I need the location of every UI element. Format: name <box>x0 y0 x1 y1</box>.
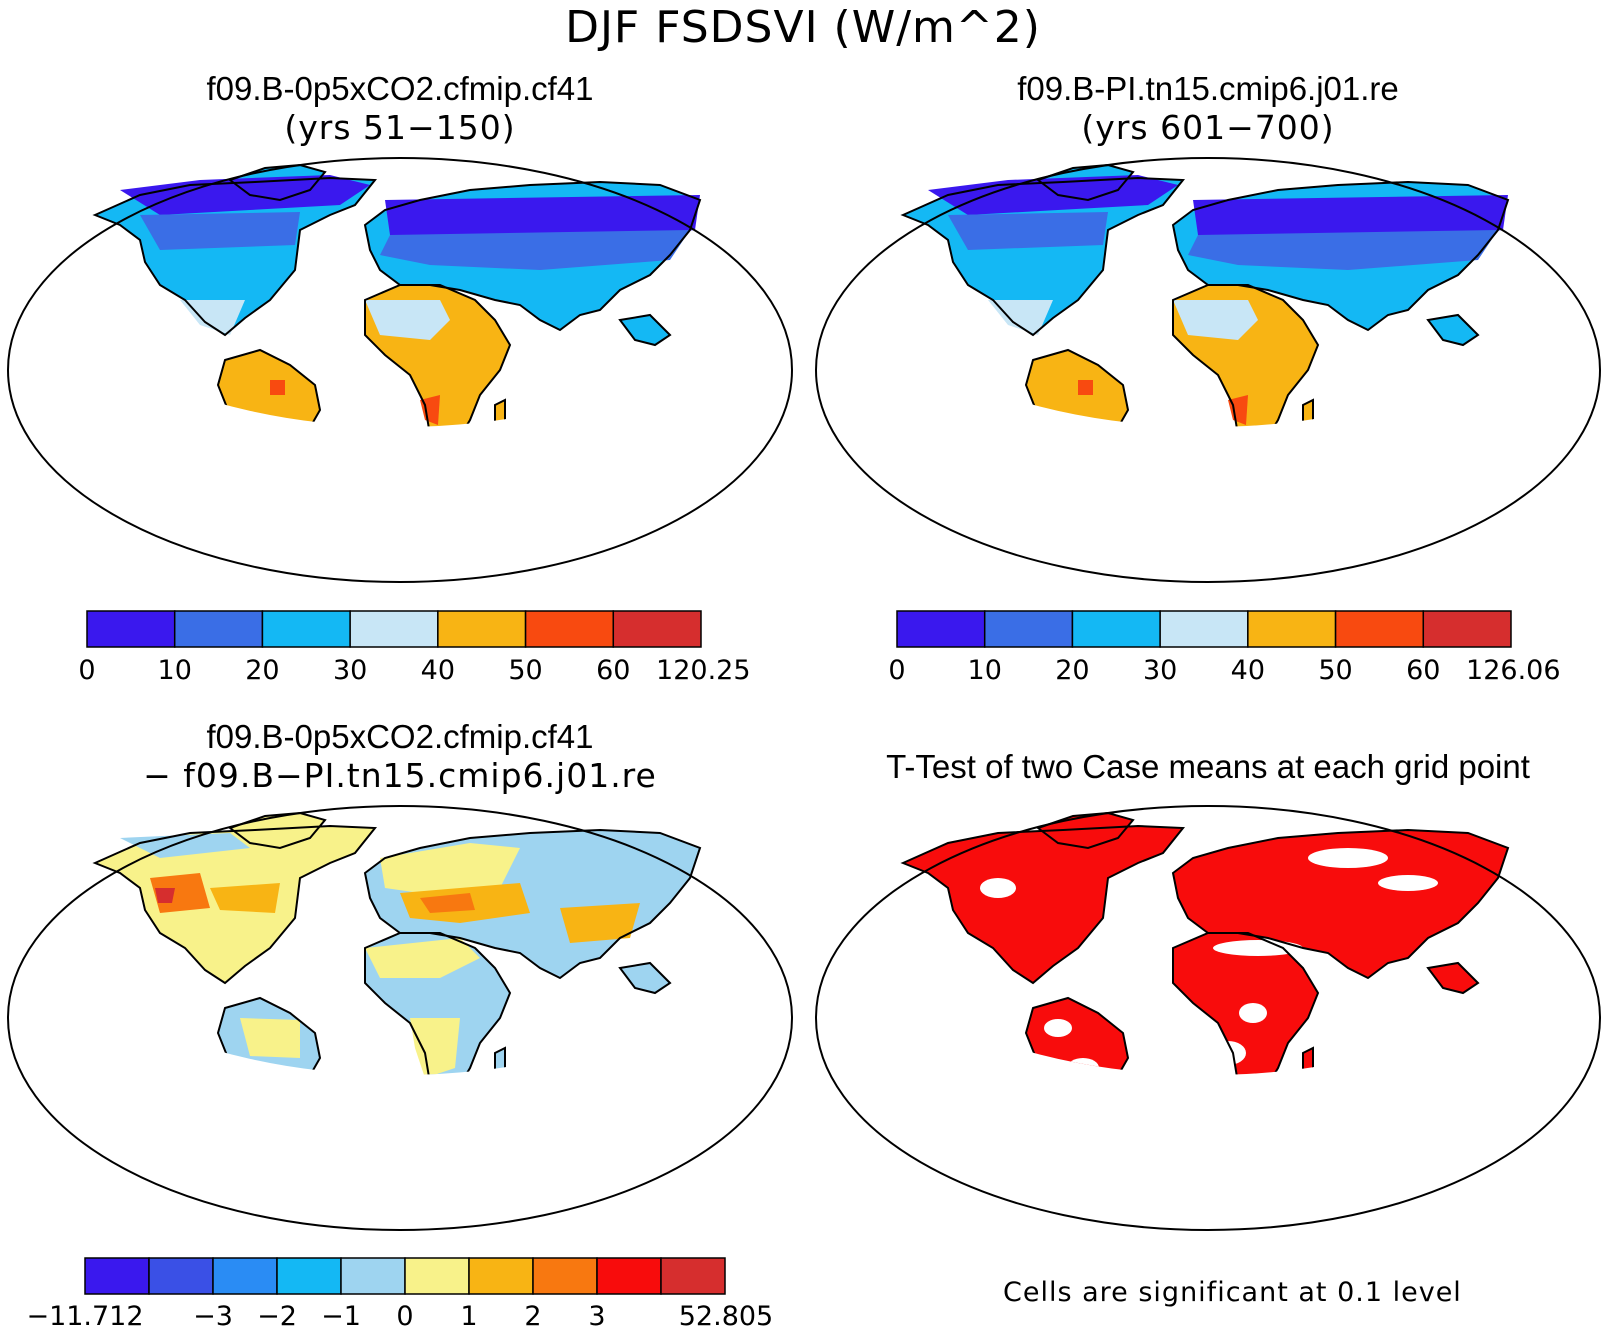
panel-1-subtitle: (yrs 51−150) <box>284 108 516 147</box>
panel-1-title-block: f09.B-0p5xCO2.cfmip.cf41 (yrs 51−150) <box>0 70 800 147</box>
panel-4-title: T-Test of two Case means at each grid po… <box>886 748 1530 785</box>
panel-4-map <box>815 805 1601 1231</box>
colorbar-tick-label: 10 <box>157 655 192 686</box>
colorbar-tick-label: −1 <box>321 1301 361 1332</box>
colorbar-swatch <box>596 1257 662 1295</box>
colorbar-swatch <box>532 1257 598 1295</box>
colorbar-swatch <box>1247 610 1337 648</box>
panel-3-title-block: f09.B-0p5xCO2.cfmip.cf41 − f09.B−PI.tn15… <box>0 718 800 795</box>
panel-3-map <box>7 805 793 1231</box>
panel-2-title-block: f09.B-PI.tn15.cmip6.j01.re (yrs 601−700) <box>808 70 1606 147</box>
colorbar-tick-label: 50 <box>508 655 543 686</box>
colorbar-tick-label: 120.25 <box>656 655 751 686</box>
colorbar-swatch <box>148 1257 214 1295</box>
colorbar-swatch <box>612 610 702 648</box>
colorbar-swatch <box>404 1257 470 1295</box>
panel-1-title: f09.B-0p5xCO2.cfmip.cf41 <box>206 70 594 107</box>
colorbar-swatch <box>349 610 439 648</box>
colorbar-tick-label: 126.06 <box>1466 655 1561 686</box>
colorbar-tick-label: 30 <box>1142 655 1178 686</box>
colorbar-tick-label: 60 <box>596 655 631 686</box>
colorbar-swatch <box>173 610 264 648</box>
colorbar-swatch <box>84 1257 150 1295</box>
colorbar-swatch <box>276 1257 342 1295</box>
colorbar-tick-label: −3 <box>193 1301 233 1332</box>
colorbar-swatch <box>86 610 176 648</box>
panel-3-title: f09.B-0p5xCO2.cfmip.cf41 <box>206 718 594 755</box>
colorbar-tick-label: 3 <box>588 1301 606 1332</box>
panel-4-title-block: T-Test of two Case means at each grid po… <box>808 748 1606 786</box>
colorbar-tick-label: 10 <box>967 655 1002 686</box>
colorbar-swatch <box>1159 610 1249 648</box>
panel-3-subtitle: − f09.B−PI.tn15.cmip6.j01.re <box>143 756 657 795</box>
colorbar-swatch <box>896 610 986 648</box>
colorbar-swatch <box>1334 610 1425 648</box>
colorbar-swatch <box>983 610 1074 648</box>
panel-2-map <box>815 157 1601 583</box>
colorbar-tick-label: 1 <box>460 1301 478 1332</box>
colorbar-tick-label: −2 <box>257 1301 297 1332</box>
colorbar-tick-label: 50 <box>1318 655 1353 686</box>
colorbar-swatch <box>437 610 527 648</box>
colorbar-panel-1 <box>86 610 702 648</box>
colorbar-swatch <box>468 1257 534 1295</box>
colorbar-swatch <box>660 1257 726 1295</box>
colorbar-tick-label: −11.712 <box>26 1301 144 1332</box>
colorbar-swatch <box>212 1257 278 1295</box>
significance-note: Cells are significant at 0.1 level <box>1003 1277 1462 1308</box>
colorbar-panel-3 <box>84 1257 726 1295</box>
colorbar-tick-label: 20 <box>245 655 280 686</box>
colorbar-tick-label: 40 <box>420 655 456 686</box>
colorbar-tick-label: 52.805 <box>678 1301 774 1332</box>
panel-2-title: f09.B-PI.tn15.cmip6.j01.re <box>1017 70 1399 107</box>
colorbar-tick-label: 2 <box>524 1301 542 1332</box>
panel-1-map <box>7 157 793 583</box>
colorbar-tick-label: 0 <box>888 655 906 686</box>
colorbar-swatch <box>1071 610 1161 648</box>
colorbar-tick-label: 0 <box>396 1301 414 1332</box>
main-title: DJF FSDSVI (W/m^2) <box>565 2 1041 53</box>
colorbar-swatch <box>261 610 351 648</box>
colorbar-swatch <box>340 1257 406 1295</box>
colorbar-tick-label: 30 <box>332 655 368 686</box>
colorbar-tick-label: 20 <box>1055 655 1090 686</box>
colorbar-tick-label: 40 <box>1230 655 1266 686</box>
colorbar-swatch <box>524 610 615 648</box>
panel-2-subtitle: (yrs 601−700) <box>1081 108 1335 147</box>
colorbar-swatch <box>1422 610 1512 648</box>
colorbar-panel-2 <box>896 610 1512 648</box>
colorbar-tick-label: 60 <box>1406 655 1441 686</box>
colorbar-tick-label: 0 <box>78 655 96 686</box>
